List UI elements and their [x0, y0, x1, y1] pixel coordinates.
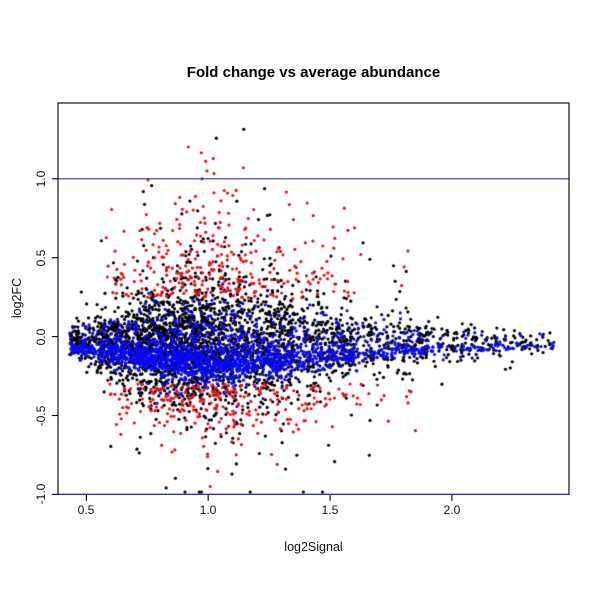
- x-tick-label: 0.5: [77, 503, 95, 517]
- y-tick-label: -0.5: [34, 405, 48, 426]
- y-tick-label: -1.0: [34, 484, 48, 505]
- y-axis-label: log2FC: [10, 277, 24, 319]
- y-tick-label: 1.0: [34, 170, 48, 188]
- x-tick-label: 2.0: [443, 503, 461, 517]
- x-axis-label: log2Signal: [284, 540, 343, 554]
- plot-title: Fold change vs average abundance: [186, 64, 441, 81]
- y-tick-label: 0.5: [34, 249, 48, 267]
- x-tick-label: 1.5: [321, 503, 339, 517]
- x-tick-label: 1.0: [199, 503, 217, 517]
- y-tick-label: 0.0: [34, 328, 48, 345]
